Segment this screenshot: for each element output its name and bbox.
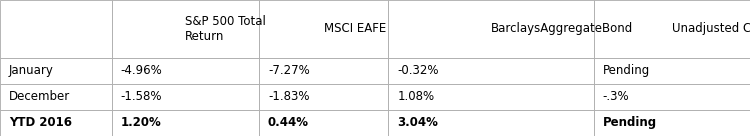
Text: -7.27%: -7.27%	[268, 64, 310, 77]
Bar	[0, 84, 112, 110]
Text: -4.96%: -4.96%	[121, 64, 162, 77]
Bar	[259, 0, 388, 58]
Text: Pending: Pending	[603, 116, 657, 129]
Text: -.3%: -.3%	[603, 90, 629, 103]
Text: Unadjusted CPI: Unadjusted CPI	[672, 22, 750, 35]
Bar	[259, 58, 388, 84]
Bar	[0, 58, 112, 84]
Bar	[594, 84, 750, 110]
Bar	[112, 84, 259, 110]
Bar	[112, 110, 259, 136]
Text: 1.08%: 1.08%	[398, 90, 434, 103]
Text: -1.83%: -1.83%	[268, 90, 310, 103]
Bar	[594, 0, 750, 58]
Bar	[112, 58, 259, 84]
Text: BarclaysAggregateBond: BarclaysAggregateBond	[491, 22, 633, 35]
Text: Pending: Pending	[603, 64, 650, 77]
Text: -0.32%: -0.32%	[398, 64, 439, 77]
Bar	[594, 58, 750, 84]
Text: 1.20%: 1.20%	[121, 116, 161, 129]
Text: 3.04%: 3.04%	[398, 116, 438, 129]
Text: 0.44%: 0.44%	[268, 116, 309, 129]
Bar	[388, 0, 594, 58]
Text: -1.58%: -1.58%	[121, 90, 162, 103]
Bar	[388, 58, 594, 84]
Text: YTD 2016: YTD 2016	[9, 116, 72, 129]
Bar	[388, 110, 594, 136]
Bar	[388, 84, 594, 110]
Bar	[0, 0, 112, 58]
Text: MSCI EAFE: MSCI EAFE	[324, 22, 386, 35]
Bar	[259, 110, 388, 136]
Bar	[112, 0, 259, 58]
Text: December: December	[9, 90, 70, 103]
Text: S&P 500 Total
Return: S&P 500 Total Return	[185, 15, 266, 43]
Bar	[594, 110, 750, 136]
Text: January: January	[9, 64, 54, 77]
Bar	[259, 84, 388, 110]
Bar	[0, 110, 112, 136]
